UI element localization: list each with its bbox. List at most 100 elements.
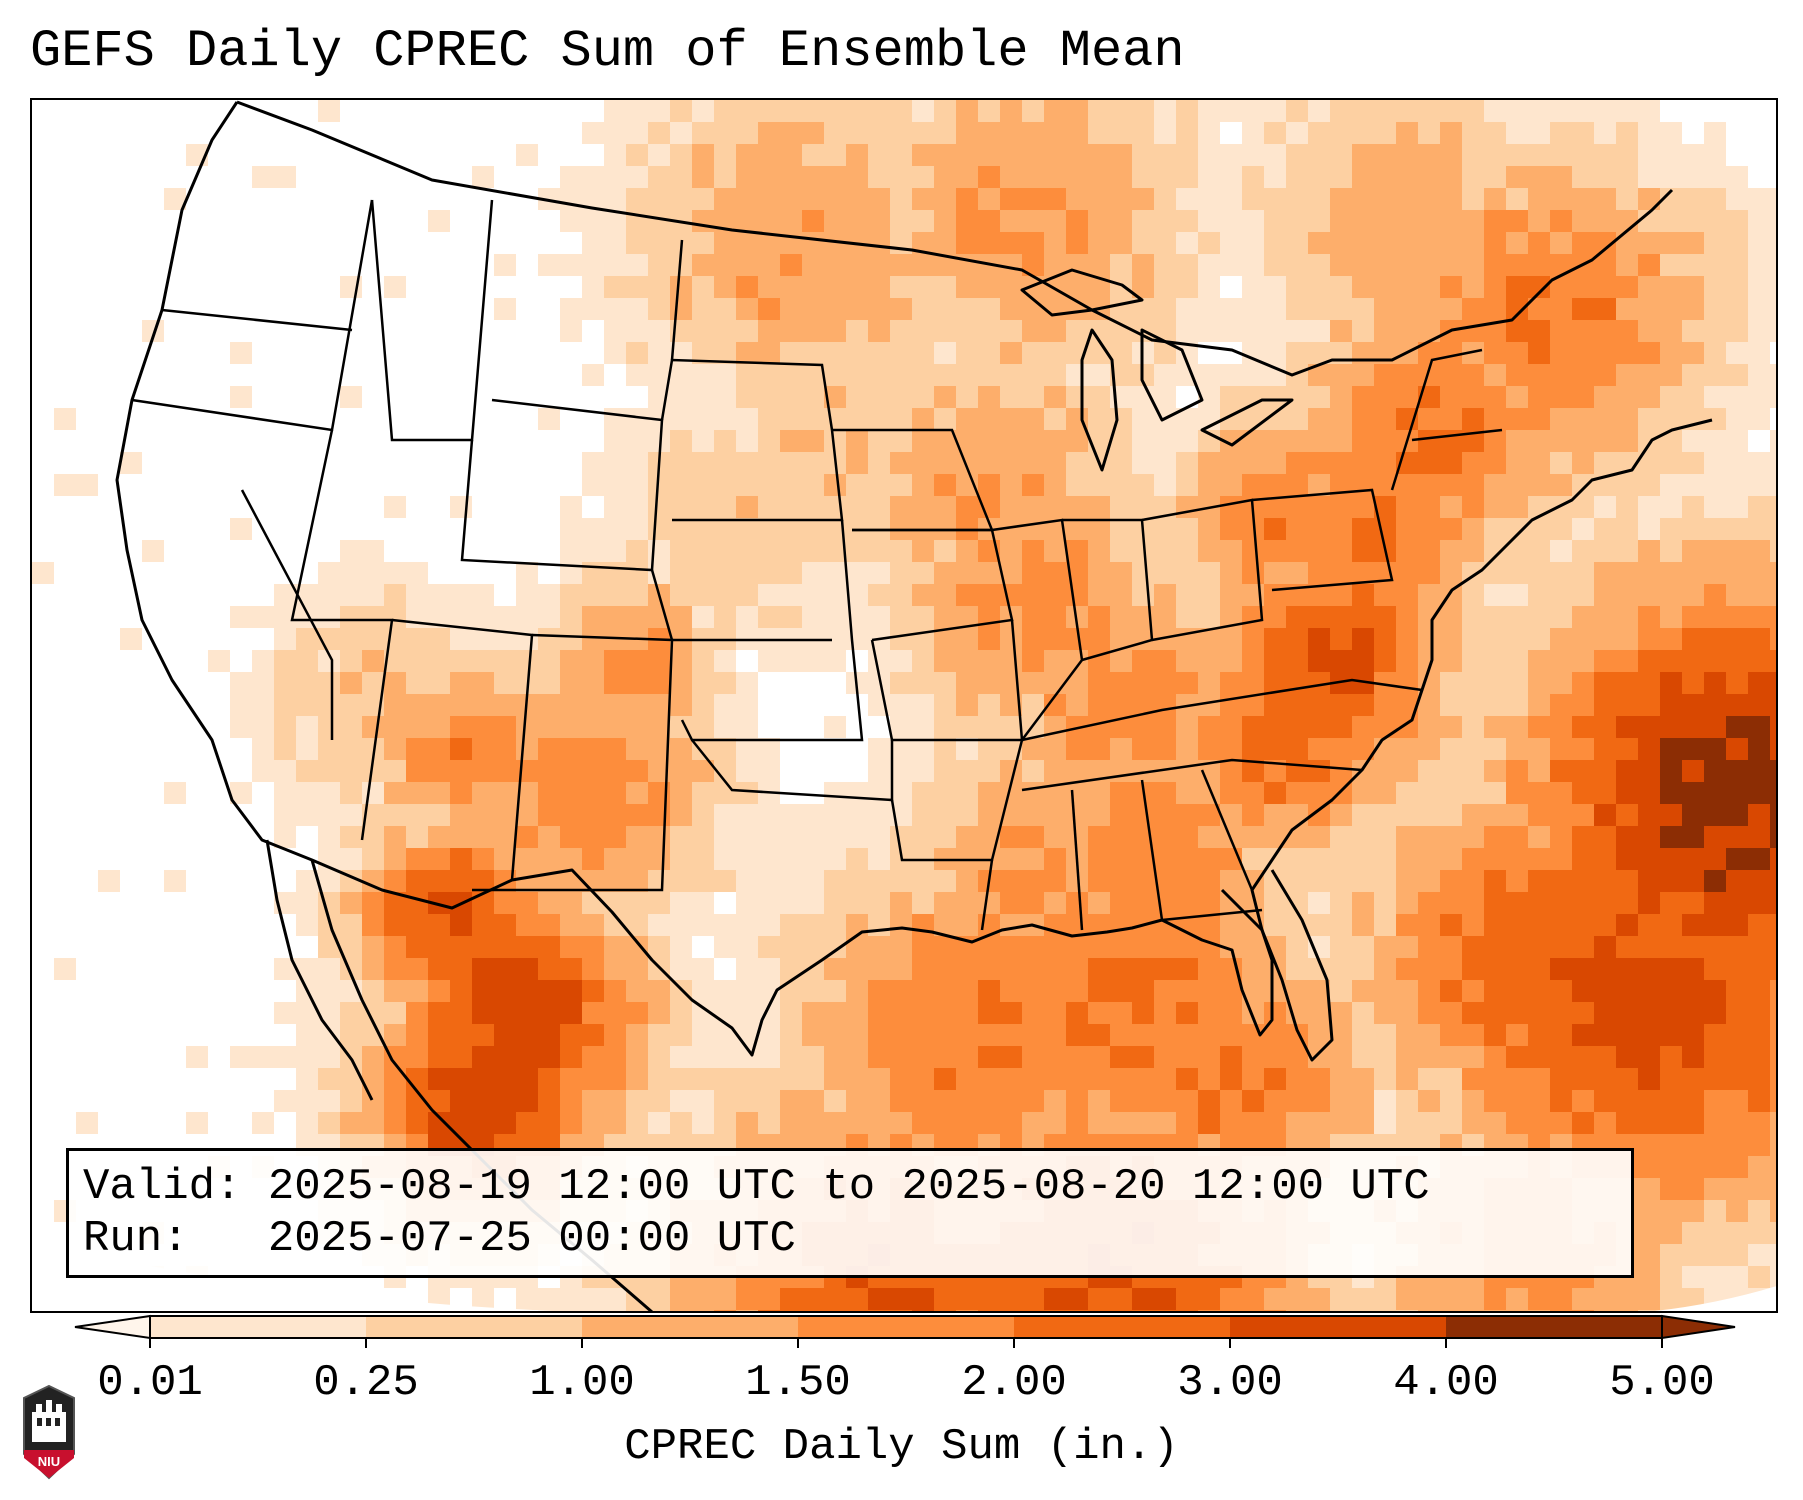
- precip-cell: [1462, 254, 1484, 276]
- precip-cell: [1572, 870, 1594, 892]
- precip-cell: [758, 276, 780, 298]
- precip-cell: [890, 474, 912, 496]
- precip-cell: [340, 672, 362, 694]
- precip-cell: [1110, 210, 1132, 232]
- precip-cell: [472, 870, 494, 892]
- precip-cell: [362, 1024, 384, 1046]
- precip-cell: [230, 716, 252, 738]
- precip-cell: [1484, 1090, 1506, 1112]
- precip-cell: [758, 1068, 780, 1090]
- precip-cell: [1176, 936, 1198, 958]
- precip-cell: [384, 672, 406, 694]
- precip-cell: [252, 606, 274, 628]
- precip-cell: [1154, 1310, 1176, 1311]
- precip-cell: [1704, 496, 1726, 518]
- precip-cell: [1220, 980, 1242, 1002]
- precip-cell: [1682, 320, 1704, 342]
- precip-cell: [1374, 364, 1396, 386]
- precip-cell: [1660, 892, 1682, 914]
- precip-cell: [978, 100, 1000, 122]
- precip-cell: [736, 826, 758, 848]
- precip-cell: [1330, 694, 1352, 716]
- precip-cell: [1528, 1090, 1550, 1112]
- precip-cell: [758, 1288, 780, 1310]
- precip-cell: [758, 518, 780, 540]
- precip-cell: [516, 606, 538, 628]
- precip-cell: [362, 584, 384, 606]
- precip-cell: [318, 584, 340, 606]
- precip-cell: [1330, 1310, 1352, 1311]
- precip-cell: [1110, 606, 1132, 628]
- precip-cell: [1572, 606, 1594, 628]
- precip-cell: [1528, 1002, 1550, 1024]
- precip-cell: [1550, 342, 1572, 364]
- precip-cell: [1352, 320, 1374, 342]
- precip-cell: [1594, 254, 1616, 276]
- precip-cell: [670, 1046, 692, 1068]
- precip-cell: [1088, 1024, 1110, 1046]
- precip-cell: [1110, 1068, 1132, 1090]
- precip-cell: [934, 100, 956, 122]
- precip-cell: [1484, 518, 1506, 540]
- precip-cell: [560, 1024, 582, 1046]
- precip-cell: [1264, 1310, 1286, 1311]
- precip-cell: [1528, 562, 1550, 584]
- precip-cell: [824, 1112, 846, 1134]
- precip-cell: [912, 606, 934, 628]
- precip-cell: [1726, 694, 1748, 716]
- precip-cell: [780, 958, 802, 980]
- precip-cell: [846, 584, 868, 606]
- precip-cell: [1638, 342, 1660, 364]
- precip-cell: [1638, 100, 1660, 122]
- precip-cell: [1770, 804, 1776, 826]
- precip-cell: [1044, 364, 1066, 386]
- precip-cell: [626, 848, 648, 870]
- precip-cell: [1572, 848, 1594, 870]
- precip-cell: [1396, 496, 1418, 518]
- precip-cell: [1330, 496, 1352, 518]
- precip-cell: [1374, 144, 1396, 166]
- precip-cell: [1506, 342, 1528, 364]
- precip-cell: [626, 760, 648, 782]
- precip-cell: [406, 562, 428, 584]
- precip-cell: [1528, 386, 1550, 408]
- precip-cell: [824, 1310, 846, 1311]
- precip-cell: [1242, 1288, 1264, 1310]
- precip-cell: [1748, 342, 1770, 364]
- precip-cell: [1044, 386, 1066, 408]
- precip-cell: [1308, 166, 1330, 188]
- precip-cell: [1110, 870, 1132, 892]
- precip-cell: [956, 1090, 978, 1112]
- precip-cell: [868, 232, 890, 254]
- precip-cell: [230, 386, 252, 408]
- precip-cell: [1462, 298, 1484, 320]
- precip-cell: [516, 562, 538, 584]
- precip-cell: [1418, 914, 1440, 936]
- precip-cell: [538, 1068, 560, 1090]
- precip-cell: [1264, 474, 1286, 496]
- precip-cell: [846, 298, 868, 320]
- precip-cell: [1660, 914, 1682, 936]
- projection-edge-left: [32, 1240, 553, 1311]
- precip-cell: [582, 892, 604, 914]
- precip-cell: [692, 958, 714, 980]
- precip-cell: [1352, 408, 1374, 430]
- precip-cell: [978, 276, 1000, 298]
- precip-cell: [1704, 606, 1726, 628]
- precip-cell: [1660, 760, 1682, 782]
- precip-cell: [1726, 232, 1748, 254]
- precip-cell: [560, 1112, 582, 1134]
- precip-cell: [890, 870, 912, 892]
- precip-cell: [1022, 188, 1044, 210]
- precip-cell: [1242, 1046, 1264, 1068]
- precip-cell: [1550, 386, 1572, 408]
- precip-cell: [1242, 628, 1264, 650]
- precip-cell: [406, 694, 428, 716]
- precip-cell: [1660, 1134, 1682, 1156]
- precip-cell: [1176, 518, 1198, 540]
- precip-cell: [472, 166, 494, 188]
- precip-cell: [890, 760, 912, 782]
- precip-cell: [670, 364, 692, 386]
- precip-cell: [1110, 958, 1132, 980]
- precip-cell: [1110, 408, 1132, 430]
